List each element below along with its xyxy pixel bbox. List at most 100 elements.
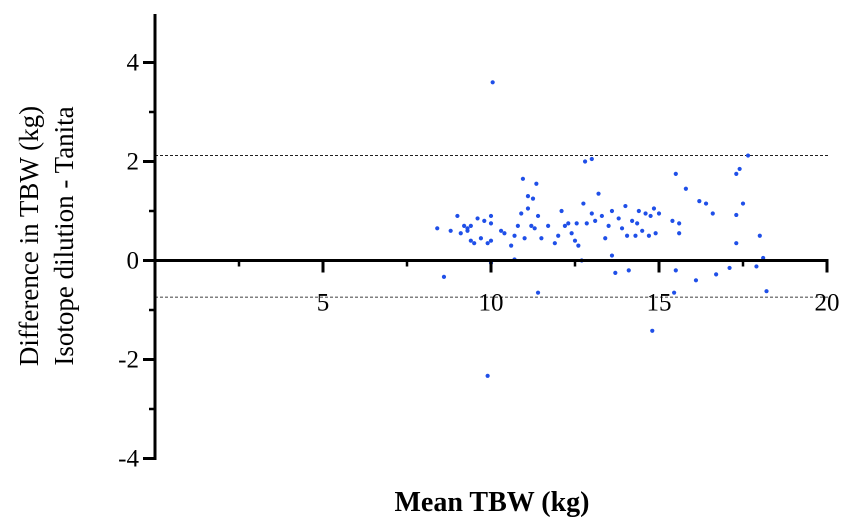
data-point-25 — [512, 233, 517, 238]
data-point-99 — [745, 153, 751, 158]
data-point-12 — [475, 216, 480, 221]
axes — [143, 14, 829, 460]
data-point-14 — [482, 218, 487, 223]
data-point-1 — [435, 226, 440, 231]
data-point-95 — [734, 171, 739, 176]
data-point-5 — [458, 231, 463, 236]
data-point-10 — [468, 238, 473, 243]
data-point-61 — [609, 208, 615, 214]
data-point-84 — [673, 171, 678, 176]
data-point-6 — [462, 223, 467, 228]
y-tick-label-0: 0 — [127, 248, 140, 275]
data-point-15 — [485, 241, 490, 246]
data-point-55 — [589, 211, 594, 216]
data-point-36 — [534, 181, 539, 186]
y-tick-label--2: -2 — [118, 347, 139, 374]
data-point-80 — [656, 211, 662, 216]
data-point-73 — [640, 228, 645, 233]
data-point-62 — [609, 253, 615, 258]
data-point-101 — [757, 233, 762, 238]
data-point-38 — [535, 290, 541, 295]
data-point-33 — [529, 223, 534, 228]
data-point-3 — [448, 228, 453, 233]
data-point-76 — [648, 213, 653, 219]
data-point-90 — [703, 201, 709, 206]
data-point-70 — [633, 233, 638, 238]
data-point-11 — [472, 241, 477, 246]
data-point-28 — [519, 211, 524, 216]
data-point-65 — [619, 226, 625, 231]
data-point-34 — [530, 196, 536, 201]
data-point-52 — [582, 159, 588, 164]
data-point-89 — [697, 199, 702, 204]
data-point-29 — [520, 176, 526, 181]
data-point-77 — [650, 328, 655, 333]
data-point-18 — [488, 221, 494, 226]
x-tick-label-15: 15 — [647, 290, 672, 317]
data-point-32 — [525, 206, 531, 211]
data-point-16 — [485, 373, 490, 378]
data-point-58 — [599, 213, 604, 219]
data-point-47 — [572, 238, 578, 243]
reference-lines — [155, 155, 828, 298]
data-point-49 — [576, 243, 581, 248]
data-point-78 — [651, 206, 657, 211]
data-point-85 — [677, 221, 682, 226]
data-point-64 — [616, 216, 621, 221]
data-point-23 — [502, 231, 507, 236]
data-point-9 — [468, 223, 473, 228]
data-point-46 — [569, 231, 574, 236]
tick-labels: -4 -2 0 2 4 5 10 15 20 — [118, 50, 839, 473]
data-point-40 — [546, 223, 551, 228]
data-point-83 — [673, 268, 678, 273]
data-point-72 — [636, 208, 641, 214]
data-point-2 — [441, 274, 447, 279]
data-point-96 — [734, 241, 739, 246]
data-point-43 — [559, 208, 564, 214]
data-point-20 — [490, 80, 495, 85]
data-point-97 — [737, 166, 742, 172]
data-point-22 — [498, 228, 504, 233]
data-point-4 — [455, 213, 460, 219]
data-point-54 — [589, 156, 594, 162]
data-point-35 — [532, 226, 537, 231]
data-point-41 — [552, 241, 557, 246]
data-point-92 — [714, 272, 719, 277]
y-axis-title-line-2: Isotope dilution - Tanita — [49, 106, 79, 365]
x-tick-label-5: 5 — [317, 290, 330, 317]
data-point-69 — [630, 218, 635, 223]
data-point-27 — [515, 223, 520, 228]
data-point-93 — [727, 265, 732, 271]
data-point-88 — [693, 278, 699, 283]
data-point-56 — [593, 218, 598, 223]
data-point-8 — [465, 228, 470, 233]
data-point-39 — [539, 236, 544, 241]
y-tick-label--4: -4 — [118, 446, 139, 473]
data-point-44 — [562, 223, 568, 228]
data-point-19 — [488, 238, 494, 243]
x-tick-label-20: 20 — [815, 290, 840, 317]
data-point-42 — [556, 233, 561, 238]
data-point-81 — [670, 218, 675, 223]
data-point-57 — [596, 191, 601, 196]
data-points — [435, 80, 769, 378]
y-tick-label-2: 2 — [127, 149, 140, 176]
data-point-31 — [525, 194, 531, 199]
data-point-37 — [535, 213, 541, 219]
data-point-59 — [603, 236, 608, 241]
y-tick-label-4: 4 — [127, 50, 140, 77]
data-point-79 — [653, 231, 658, 236]
data-point-75 — [646, 233, 652, 238]
data-point-82 — [672, 290, 677, 295]
data-point-94 — [734, 212, 739, 218]
y-axis-title-line-1: Difference in TBW (kg) — [14, 106, 44, 366]
data-point-13 — [478, 236, 484, 241]
data-point-86 — [677, 231, 682, 236]
data-point-91 — [710, 211, 715, 216]
data-point-63 — [613, 270, 618, 275]
data-point-51 — [581, 201, 586, 206]
x-axis-title: Mean TBW (kg) — [395, 487, 590, 518]
data-point-53 — [584, 221, 589, 226]
data-point-98 — [740, 201, 746, 206]
